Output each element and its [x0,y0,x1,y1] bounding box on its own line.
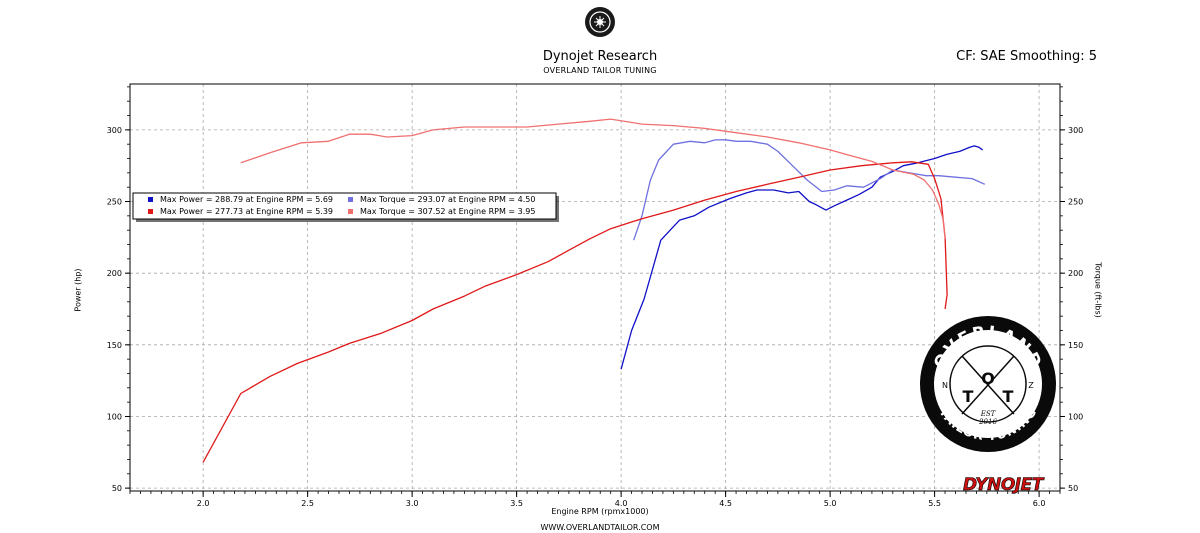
y-left-tick-label: 200 [107,269,122,278]
x-tick-label: 5.0 [824,499,837,508]
x-tick-label: 4.5 [719,499,732,508]
overland-badge-logo: OVERLAND TAILOR TUNING T O T N Z EST 201… [920,316,1056,452]
y-left-tick-label: 300 [107,126,122,135]
y-axis-left-label: Power (hp) [73,268,83,312]
y-right-tick-label: 100 [1068,412,1083,421]
dynojet-logo-text: DYNOJET [963,475,1045,495]
series-run2-torque-line [240,118,946,239]
chart-subtitle: OVERLAND TAILOR TUNING [543,66,657,75]
x-tick-label: 2.0 [197,499,210,508]
badge-side-letter-left: N [942,381,948,390]
chart-title: Dynojet Research [542,49,658,64]
x-tick-label: 2.5 [301,499,314,508]
y-right-tick-label: 200 [1068,269,1083,278]
legend-swatch-run1-torque [348,197,353,202]
y-left-tick-label: 250 [107,198,122,207]
minor-ticks [125,86,1065,497]
badge-letter-right: T [1003,387,1014,406]
x-axis-label: Engine RPM (rpmx1000) [551,507,649,516]
badge-letter-left: T [963,387,974,406]
y-axis-right-label: Torque (ft-lbs) [1093,262,1103,318]
plot-frame [129,83,1061,492]
legend-swatch-run1-power [148,197,153,202]
series-run1-power-line [620,145,984,370]
series-run2-power-line [202,161,948,463]
x-tick-labels: 2.0 2.5 3.0 3.5 4.0 4.5 5.0 5.5 6.0 [197,499,1046,508]
legend-entry-run1-torque: Max Torque = 293.07 at Engine RPM = 4.50 [360,195,535,204]
badge-year: 2016 [978,418,997,426]
y-left-tick-label: 100 [107,412,122,421]
legend-entry-run1-power: Max Power = 288.79 at Engine RPM = 5.69 [160,195,333,204]
legend-swatch-run2-power [148,209,153,214]
badge-letter-center: O [981,369,995,388]
badge-side-letter-right: Z [1028,381,1034,390]
y-right-tick-label: 300 [1068,126,1083,135]
series-layer [202,118,986,463]
legend-entry-run2-torque: Max Torque = 307.52 at Engine RPM = 3.95 [360,207,535,216]
series-run1-torque-line [633,139,986,241]
x-tick-label: 5.5 [928,499,941,508]
x-tick-label: 3.0 [406,499,419,508]
x-tick-label: 4.0 [615,499,628,508]
y-right-tick-label: 50 [1068,484,1078,493]
grid-layer [130,84,1060,491]
footer-url: WWW.OVERLANDTAILOR.COM [540,523,660,532]
x-tick-label: 6.0 [1033,499,1046,508]
dynojet-emblem-icon [584,6,616,38]
x-tick-label: 3.5 [510,499,523,508]
y-left-tick-label: 150 [107,341,122,350]
correction-factor-label: CF: SAE Smoothing: 5 [956,49,1097,64]
y-left-tick-labels: 50 100 150 200 250 300 [107,126,122,493]
legend: Max Power = 288.79 at Engine RPM = 5.69 … [132,192,559,222]
legend-swatch-run2-torque [348,209,353,214]
y-right-tick-label: 150 [1068,341,1083,350]
legend-entry-run2-power: Max Power = 277.73 at Engine RPM = 5.39 [160,207,333,216]
y-right-tick-labels: 50 100 150 200 250 300 [1068,126,1083,493]
y-left-tick-label: 50 [112,484,122,493]
y-right-tick-label: 250 [1068,198,1083,207]
badge-est: EST [980,410,997,418]
